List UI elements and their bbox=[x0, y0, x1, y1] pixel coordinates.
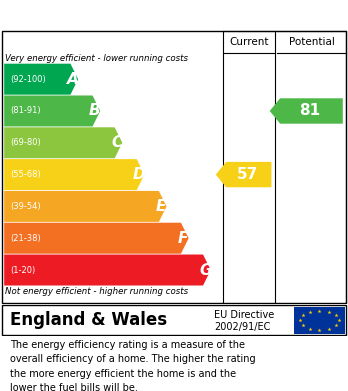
Polygon shape bbox=[216, 162, 271, 187]
Polygon shape bbox=[4, 159, 144, 190]
Bar bbox=[294, 307, 345, 334]
Text: (92-100): (92-100) bbox=[10, 75, 46, 84]
Text: Current: Current bbox=[229, 37, 269, 47]
Text: (21-38): (21-38) bbox=[10, 234, 41, 243]
Text: E: E bbox=[156, 199, 166, 214]
Text: (69-80): (69-80) bbox=[10, 138, 41, 147]
Text: Potential: Potential bbox=[288, 37, 334, 47]
Polygon shape bbox=[4, 191, 166, 222]
Text: (1-20): (1-20) bbox=[10, 265, 36, 274]
Polygon shape bbox=[4, 223, 189, 254]
Text: G: G bbox=[199, 262, 212, 278]
Polygon shape bbox=[4, 64, 78, 95]
Text: Not energy efficient - higher running costs: Not energy efficient - higher running co… bbox=[5, 287, 188, 296]
Text: (39-54): (39-54) bbox=[10, 202, 41, 211]
Polygon shape bbox=[4, 127, 122, 158]
Text: The energy efficiency rating is a measure of the
overall efficiency of a home. T: The energy efficiency rating is a measur… bbox=[10, 340, 256, 391]
Text: B: B bbox=[89, 104, 101, 118]
Polygon shape bbox=[4, 95, 100, 126]
Text: 2002/91/EC: 2002/91/EC bbox=[214, 322, 270, 332]
Text: 81: 81 bbox=[299, 104, 320, 118]
Text: D: D bbox=[133, 167, 145, 182]
Polygon shape bbox=[4, 255, 211, 285]
Text: Very energy efficient - lower running costs: Very energy efficient - lower running co… bbox=[5, 54, 188, 63]
Text: (81-91): (81-91) bbox=[10, 106, 41, 115]
Text: C: C bbox=[111, 135, 122, 150]
Text: EU Directive: EU Directive bbox=[214, 310, 274, 320]
Text: F: F bbox=[178, 231, 189, 246]
Text: Energy Efficiency Rating: Energy Efficiency Rating bbox=[10, 5, 239, 24]
Text: 57: 57 bbox=[236, 167, 258, 182]
Polygon shape bbox=[270, 98, 343, 124]
Text: England & Wales: England & Wales bbox=[10, 311, 168, 329]
Text: (55-68): (55-68) bbox=[10, 170, 41, 179]
Text: A: A bbox=[67, 72, 79, 87]
